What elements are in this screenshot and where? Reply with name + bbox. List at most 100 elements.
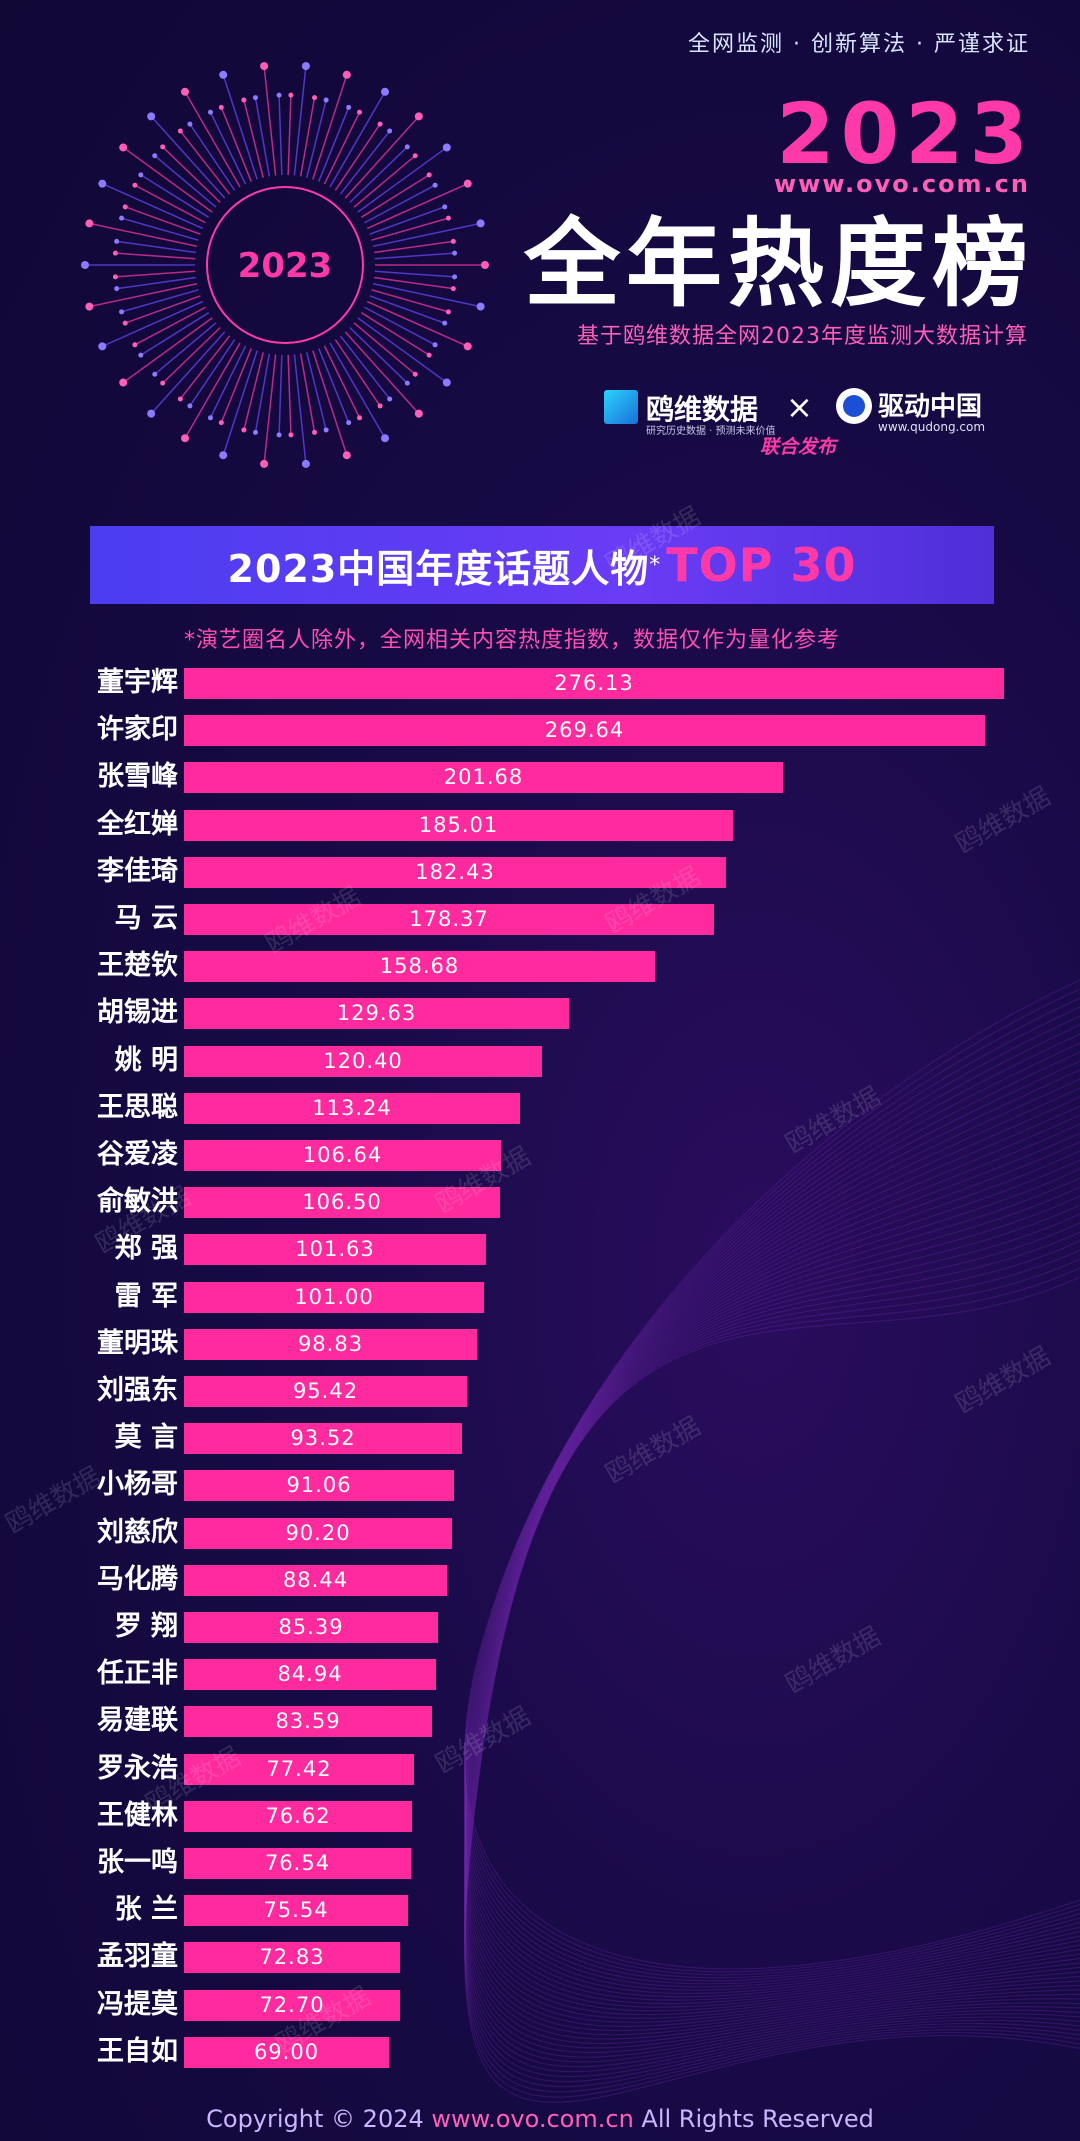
burst-dot — [177, 396, 183, 402]
burst-dot — [412, 153, 418, 159]
bar-label: 胡锡进 — [97, 997, 178, 1029]
wave-line — [464, 988, 1080, 1973]
burst-ray — [124, 206, 201, 235]
wave-line — [464, 1159, 1080, 2040]
bar-value-label: 93.52 — [290, 1426, 356, 1451]
burst-dot — [187, 403, 193, 409]
burst-ray — [124, 295, 201, 324]
bar-label: 董宇辉 — [97, 667, 178, 698]
burst-ray — [278, 354, 283, 435]
burst-dot — [346, 420, 352, 426]
burst-dot — [98, 342, 107, 351]
burst-ray — [353, 322, 416, 375]
burst-dot — [342, 70, 351, 79]
burst-ray — [299, 97, 316, 177]
bar-label: 任正非 — [97, 1658, 178, 1690]
bar-value-label: 201.68 — [443, 765, 524, 790]
burst-ray — [323, 111, 361, 185]
ouwei-logo-slogan: 研究历史数据 · 预测未来价值 — [646, 426, 776, 437]
burst-dot — [452, 250, 458, 256]
burst-dot — [138, 352, 144, 358]
burst-dot — [98, 179, 107, 188]
burst-dot — [450, 238, 456, 244]
ouwei-logo-icon — [604, 390, 638, 424]
footer-url[interactable]: www.ovo.com.cn — [431, 2105, 634, 2133]
burst-ray — [154, 322, 217, 375]
wave-line — [464, 1222, 1080, 2073]
burst-ray — [339, 335, 391, 400]
burst-ray — [360, 174, 430, 218]
bar-value-label: 101.00 — [294, 1284, 374, 1309]
bar-label: 王思聪 — [97, 1091, 178, 1123]
copyright-suffix: All Rights Reserved — [641, 2105, 874, 2133]
bar-value-label: 269.64 — [544, 718, 625, 743]
burst-ray — [372, 222, 481, 248]
burst-dot — [387, 396, 393, 402]
bar: 106.64 — [184, 1140, 501, 1171]
burst-ray — [339, 130, 391, 195]
wave-line — [464, 1231, 1080, 2078]
burst-dot — [381, 87, 389, 96]
bar-label: 全红婵 — [97, 808, 178, 840]
bar-value-label: 276.13 — [554, 671, 634, 695]
burst-dot — [219, 70, 228, 79]
bar: 72.70 — [184, 1989, 400, 2021]
burst-dot — [241, 97, 247, 103]
burst-dot — [432, 182, 438, 188]
bar-value-label: 91.06 — [286, 1473, 352, 1498]
burst-ray — [306, 99, 327, 178]
burst-dot — [404, 380, 410, 386]
burst-dot — [414, 409, 423, 418]
burst-ray — [371, 289, 449, 313]
burst-dot — [85, 219, 94, 228]
chart-note: *演艺圈名人除外，全网相关内容热度指数，数据仅作为量化参考 — [184, 628, 841, 653]
bar: 113.24 — [184, 1092, 520, 1124]
wave-line — [464, 1213, 1080, 2068]
bar: 75.54 — [184, 1895, 408, 1927]
wave-line — [464, 997, 1080, 1976]
burst-dot — [442, 378, 451, 387]
burst-ray — [312, 74, 348, 180]
bar-label: 郑 强 — [114, 1233, 178, 1265]
bar: 101.63 — [184, 1234, 486, 1266]
burst-ray — [150, 331, 226, 415]
burst-dot — [85, 302, 94, 311]
burst-ray — [357, 317, 448, 384]
bar-value-label: 113.24 — [312, 1095, 392, 1120]
bar: 178.37 — [184, 904, 714, 935]
burst-ray — [306, 352, 327, 431]
burst-year-badge: 2023 — [238, 246, 333, 286]
burst-dot — [357, 109, 363, 115]
burst-dot — [181, 434, 189, 443]
burst-dot — [445, 215, 451, 221]
burst-dot — [312, 95, 318, 101]
burst-dot — [377, 403, 383, 409]
burst-dot — [138, 172, 144, 178]
bar-value-label: 182.43 — [415, 859, 495, 884]
burst-ray — [122, 317, 213, 384]
website-url[interactable]: www.ovo.com.cn — [774, 170, 1030, 198]
partner-logos: 鸥维数据 研究历史数据 · 预测未来价值 × 驱动中国 www.qudong.c… — [604, 386, 1024, 437]
bar: 76.62 — [184, 1800, 412, 1832]
burst-dot — [147, 112, 156, 121]
burst-ray — [357, 146, 448, 213]
burst-dot — [122, 320, 128, 326]
bar: 85.39 — [184, 1612, 438, 1643]
burst-dot — [207, 415, 213, 421]
burst-dot — [81, 261, 89, 269]
burst-ray — [369, 295, 446, 324]
copyright-prefix: Copyright © 2024 — [206, 2105, 424, 2133]
burst-dot — [207, 109, 213, 115]
burst-ray — [243, 352, 264, 431]
burst-ray — [263, 66, 277, 176]
bar-label: 张 兰 — [114, 1894, 178, 1926]
bar-label: 王楚钦 — [97, 950, 178, 982]
bar: 88.44 — [184, 1564, 447, 1596]
bar-value-label: 185.01 — [418, 812, 499, 837]
wave-line — [464, 979, 1080, 1970]
burst-dot — [301, 459, 310, 468]
burst-dot — [252, 429, 258, 435]
burst-ray — [222, 74, 258, 180]
wave-line — [464, 1177, 1080, 2049]
